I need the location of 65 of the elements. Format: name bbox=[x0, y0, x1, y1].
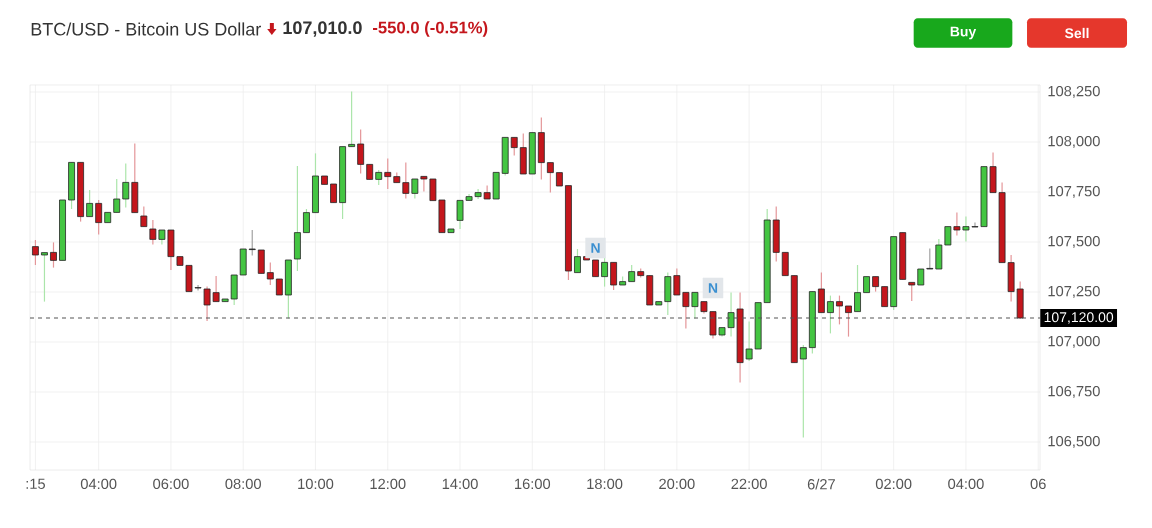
y-tick-label: 108,000 bbox=[1048, 135, 1100, 149]
candlestick bbox=[32, 239, 39, 266]
candlestick bbox=[908, 281, 916, 302]
candlestick bbox=[510, 136, 518, 157]
text: Sell bbox=[1064, 27, 1089, 39]
candlestick bbox=[926, 247, 934, 270]
text: Buy bbox=[950, 26, 977, 40]
candlestick bbox=[845, 305, 852, 338]
chart-title: BTC/USD - Bitcoin US Dollar bbox=[31, 22, 261, 36]
x-tick-label: 14:00 bbox=[442, 478, 478, 490]
candlestick bbox=[303, 208, 310, 234]
candlestick bbox=[836, 295, 843, 325]
candlestick bbox=[817, 271, 825, 314]
candlestick bbox=[257, 249, 265, 274]
candlestick bbox=[601, 256, 608, 288]
candlestick bbox=[95, 199, 103, 235]
candlestick bbox=[935, 238, 943, 270]
candlestick bbox=[86, 189, 94, 218]
x-tick-label: 12:00 bbox=[370, 478, 406, 490]
ref-line-label: 107,120.00 bbox=[1044, 312, 1114, 324]
candlestick bbox=[402, 161, 410, 199]
candlestick bbox=[140, 206, 148, 228]
candlestick bbox=[348, 91, 356, 148]
y-tick-label: 108,250 bbox=[1048, 85, 1100, 99]
x-tick-label: 6/27 bbox=[807, 478, 835, 490]
x-tick-label: 18:00 bbox=[587, 478, 623, 490]
candlestick bbox=[827, 295, 834, 334]
x-tick-label: 20:00 bbox=[659, 478, 695, 490]
annotation: N bbox=[708, 283, 718, 293]
candlestick bbox=[384, 157, 392, 190]
y-tick-label: 107,500 bbox=[1048, 235, 1100, 249]
text: -550.0 (-0.51%) bbox=[372, 21, 488, 37]
candlestick bbox=[781, 251, 789, 277]
x-tick-label: 22:00 bbox=[731, 478, 767, 490]
x-tick-label: 06:00 bbox=[153, 478, 189, 490]
x-tick-label: 06 bbox=[1030, 478, 1046, 490]
candlestick bbox=[854, 264, 861, 313]
annotation: N bbox=[591, 243, 600, 253]
text: 107,010.0 bbox=[283, 21, 362, 37]
candlestick bbox=[610, 261, 618, 291]
candlestick bbox=[50, 241, 57, 269]
y-tick-label: 106,500 bbox=[1048, 435, 1100, 449]
candlestick bbox=[881, 286, 889, 308]
candlestick bbox=[266, 261, 274, 286]
candlestick bbox=[799, 344, 807, 439]
y-tick-label: 107,000 bbox=[1048, 335, 1100, 349]
x-tick-label: 02:00 bbox=[875, 478, 912, 490]
x-tick-label: 08:00 bbox=[225, 478, 261, 490]
candlestick bbox=[330, 183, 337, 204]
x-tick-label: 04:00 bbox=[948, 478, 984, 490]
candlestick bbox=[248, 229, 256, 257]
candlestick bbox=[574, 248, 581, 274]
x-tick-label: 10:00 bbox=[298, 478, 334, 490]
candlestick bbox=[113, 178, 121, 213]
y-tick-label: 106,750 bbox=[1048, 385, 1100, 399]
candlestick bbox=[546, 162, 554, 194]
x-tick-label: 04:00 bbox=[80, 478, 117, 490]
candlestick bbox=[41, 252, 48, 303]
y-tick-label: 107,750 bbox=[1048, 185, 1100, 199]
candlestick bbox=[122, 162, 130, 209]
x-tick-label: 16:00 bbox=[515, 478, 551, 490]
candlestick bbox=[230, 274, 238, 306]
y-tick-label: 107,250 bbox=[1048, 285, 1100, 299]
candlestick bbox=[357, 128, 365, 174]
x-tick-label: :15 bbox=[26, 478, 45, 489]
